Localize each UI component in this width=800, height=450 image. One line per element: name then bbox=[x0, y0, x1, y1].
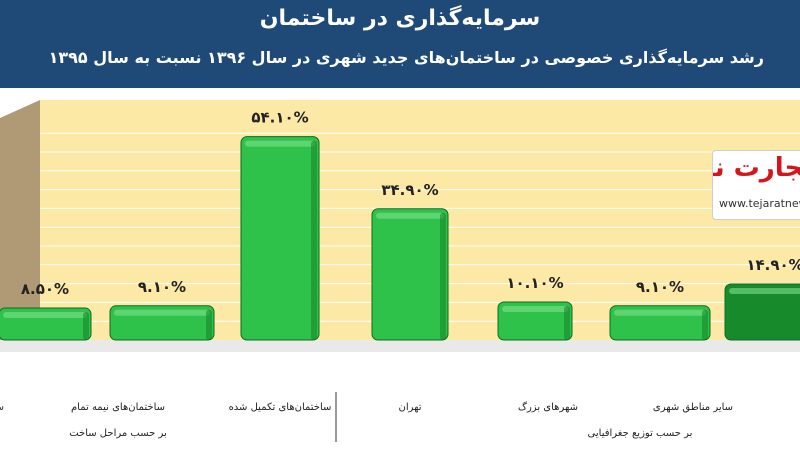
category-label: سا bbox=[0, 402, 4, 413]
category-label: ساختمان‌های نیمه تمام bbox=[71, 402, 165, 413]
side-panel bbox=[0, 100, 40, 340]
bar-highlight bbox=[502, 306, 568, 313]
value-label: ۱۴.۹۰% bbox=[746, 256, 800, 274]
chart-header: سرمایه‌گذاری در ساختمان رشد سرمایه‌گذاری… bbox=[0, 0, 800, 88]
bar-shade bbox=[83, 312, 89, 340]
bar bbox=[240, 136, 320, 341]
category-label: شهرهای بزرگ bbox=[518, 400, 578, 413]
value-label: ۱۰.۱۰% bbox=[506, 274, 563, 292]
bars bbox=[0, 136, 800, 341]
bar-highlight bbox=[614, 309, 706, 316]
bar-chart: ۸.۵۰% ۹.۱۰%۵۴.۱۰%۳۴.۹۰%۱۰.۱۰% ۹.۱۰%۱۴.۹۰% … bbox=[0, 100, 800, 442]
bar-shade bbox=[440, 212, 446, 340]
bar-highlight bbox=[376, 212, 444, 219]
bar bbox=[724, 283, 800, 341]
category-label: سایر مناطق شهری bbox=[653, 402, 733, 413]
x-axis: سا ساختمان‌های نیمه تمام ساختمان‌های تکمیل… bbox=[0, 392, 733, 442]
value-label: ۹.۱۰% bbox=[138, 278, 186, 296]
chart-subtitle: رشد سرمایه‌گذاری خصوصی در ساختمان‌های جد… bbox=[48, 48, 764, 67]
bar-highlight bbox=[3, 312, 87, 319]
bar-highlight bbox=[114, 309, 210, 316]
plot-floor bbox=[0, 340, 800, 352]
logo-wordmark: تجارت نیوز bbox=[713, 153, 800, 183]
category-label: تهران bbox=[398, 402, 421, 413]
value-label: ۵۴.۱۰% bbox=[251, 109, 308, 127]
value-label: ۸.۵۰% bbox=[21, 280, 69, 298]
bar bbox=[371, 208, 449, 341]
value-label: ۹.۱۰% bbox=[636, 278, 684, 296]
bar-shade bbox=[206, 309, 212, 340]
category-label: ساختمان‌های تکمیل شده bbox=[229, 402, 332, 413]
value-labels: ۸.۵۰% ۹.۱۰% ۵۴.۱۰% ۳۴.۹۰% ۱۰.۱۰% ۹.۱۰% ۱۴.۹۰% bbox=[21, 109, 800, 298]
bar-shade bbox=[564, 306, 570, 340]
bar-shade bbox=[702, 309, 708, 340]
brand-logo: تجارت نیوز www.tejaratnews.com bbox=[712, 150, 800, 220]
value-label: ۳۴.۹۰% bbox=[381, 181, 438, 199]
group-label: بر حسب مراحل ساخت bbox=[69, 428, 167, 439]
chart-title: سرمایه‌گذاری در ساختمان bbox=[259, 6, 541, 31]
logo-url: www.tejaratnews.com bbox=[719, 197, 800, 210]
bar-highlight bbox=[729, 287, 800, 294]
bar-highlight bbox=[245, 140, 315, 147]
group-label: بر حسب توزیع جغرافیایی bbox=[588, 428, 693, 439]
bar-shade bbox=[311, 140, 317, 340]
